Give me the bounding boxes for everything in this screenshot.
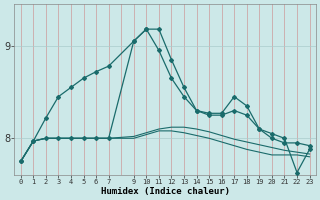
X-axis label: Humidex (Indice chaleur): Humidex (Indice chaleur): [101, 187, 230, 196]
